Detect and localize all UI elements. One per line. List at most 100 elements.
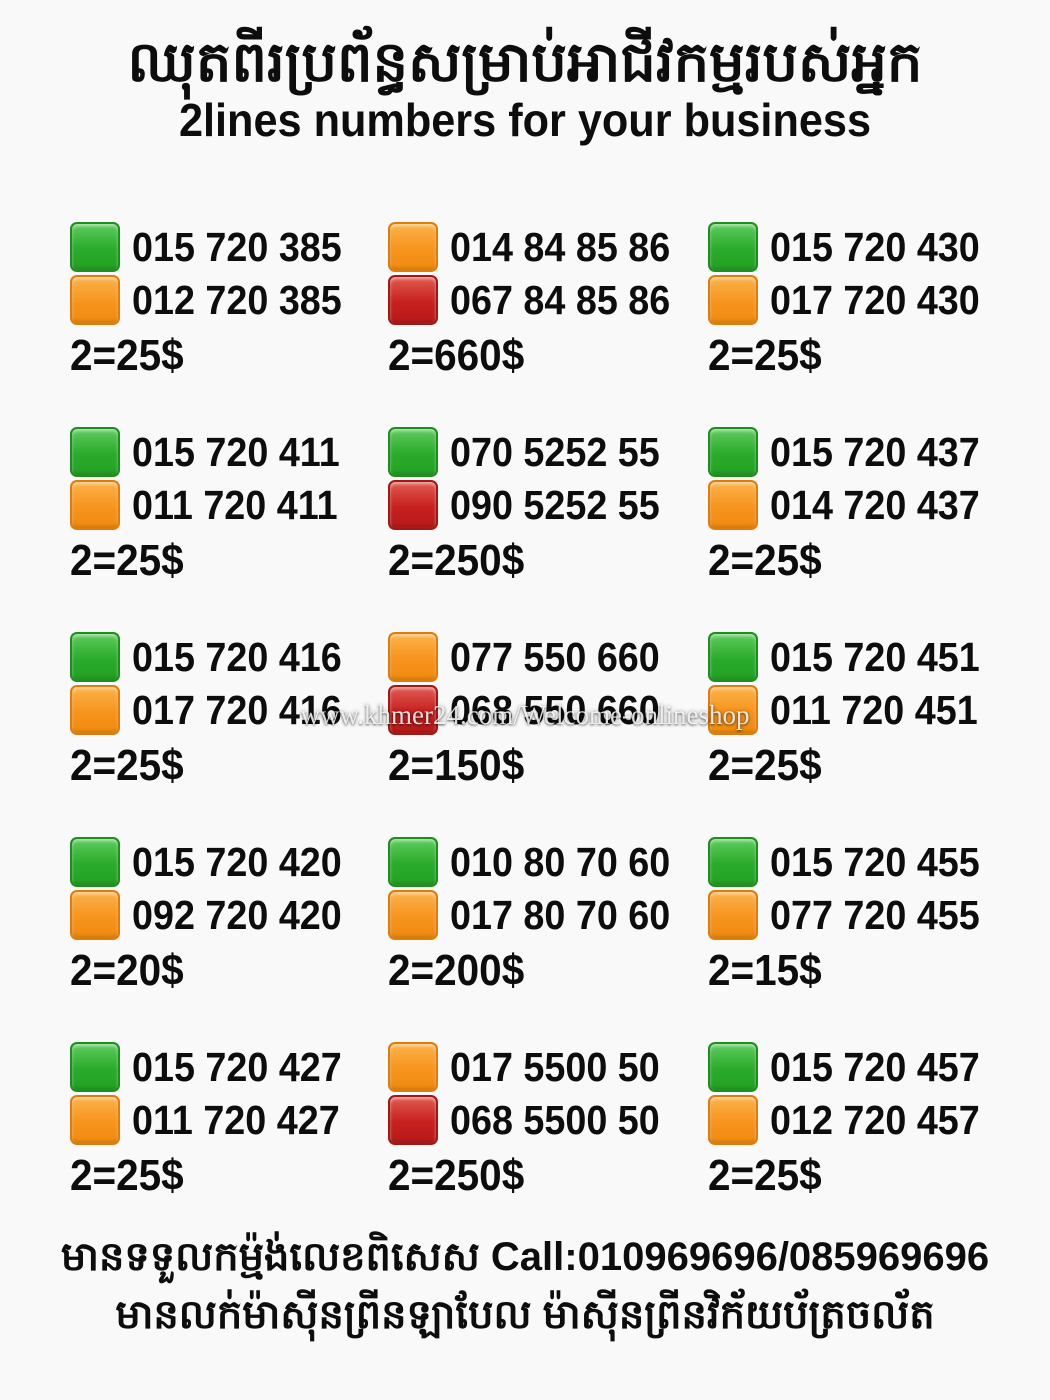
phone-number: 011 720 427 [132, 1096, 340, 1143]
phone-number: 012 720 385 [132, 276, 342, 323]
number-cell: 015 720 416 017 720 416 2=25$ [70, 632, 388, 790]
orange-square-icon [70, 890, 120, 940]
phone-number: 017 720 430 [770, 276, 980, 323]
orange-square-icon [388, 222, 438, 272]
number-line: 011 720 411 [70, 480, 388, 530]
number-line: 015 720 437 [708, 427, 1020, 477]
number-cell: 015 720 455 077 720 455 2=15$ [708, 837, 1020, 995]
orange-square-icon [70, 275, 120, 325]
price-label: 2=200$ [388, 946, 525, 995]
number-cell: 070 5252 55 090 5252 55 2=250$ [388, 427, 708, 585]
green-square-icon [388, 427, 438, 477]
price-label: 2=250$ [388, 1151, 525, 1200]
phone-number: 015 720 457 [770, 1043, 980, 1090]
phone-number: 068 550 660 [450, 686, 660, 733]
green-square-icon [708, 1042, 758, 1092]
price-label: 2=25$ [708, 536, 822, 585]
price-label: 2=25$ [70, 1151, 184, 1200]
green-square-icon [708, 837, 758, 887]
price-label: 2=250$ [388, 536, 525, 585]
number-cell: 010 80 70 60 017 80 70 60 2=200$ [388, 837, 708, 995]
number-line: 077 720 455 [708, 890, 1020, 940]
number-line: 010 80 70 60 [388, 837, 708, 887]
phone-number: 011 720 451 [770, 686, 978, 733]
number-line: 014 84 85 86 [388, 222, 708, 272]
page-title-khmer: ឈុតពីរប្រព័ន្ធសម្រាប់អាជីវកម្មរបស់អ្នក [127, 30, 923, 93]
price-label: 2=25$ [70, 536, 184, 585]
green-square-icon [708, 427, 758, 477]
phone-number: 011 720 411 [132, 481, 338, 528]
orange-square-icon [70, 480, 120, 530]
phone-number: 017 80 70 60 [450, 891, 671, 938]
price-label: 2=15$ [708, 946, 822, 995]
red-square-icon [388, 275, 438, 325]
footer-contact-line: មានទទួលកម្ម៉ង់លេខពិសេស Call:010969696/08… [60, 1235, 990, 1279]
phone-number: 015 720 385 [132, 223, 342, 270]
red-square-icon [388, 685, 438, 735]
green-square-icon [70, 427, 120, 477]
phone-number: 015 720 430 [770, 223, 980, 270]
orange-square-icon [388, 890, 438, 940]
number-line: 011 720 427 [70, 1095, 388, 1145]
number-cell: 014 84 85 86 067 84 85 86 2=660$ [388, 222, 708, 380]
price-label: 2=25$ [70, 331, 184, 380]
number-line: 015 720 455 [708, 837, 1020, 887]
header: ឈុតពីរប្រព័ន្ធសម្រាប់អាជីវកម្មរបស់អ្នក 2… [0, 0, 1050, 146]
phone-number: 017 720 416 [132, 686, 342, 733]
orange-square-icon [708, 480, 758, 530]
number-line: 012 720 457 [708, 1095, 1020, 1145]
phone-number: 067 84 85 86 [450, 276, 671, 323]
footer-printer-line: មានលក់ម៉ាស៊ីនព្រីនឡាបែល ម៉ាស៊ីនព្រីនវិក័… [115, 1293, 935, 1337]
number-line: 017 80 70 60 [388, 890, 708, 940]
green-square-icon [388, 837, 438, 887]
red-square-icon [388, 1095, 438, 1145]
phone-number: 014 84 85 86 [450, 223, 671, 270]
green-square-icon [708, 632, 758, 682]
number-cell: 015 720 427 011 720 427 2=25$ [70, 1042, 388, 1200]
number-line: 015 720 427 [70, 1042, 388, 1092]
phone-number: 015 720 437 [770, 428, 980, 475]
orange-square-icon [388, 1042, 438, 1092]
price-label: 2=25$ [708, 331, 822, 380]
number-line: 014 720 437 [708, 480, 1020, 530]
number-line: 015 720 411 [70, 427, 388, 477]
watermark-text: www.khmer24.com/Welcome-onlineshop [300, 700, 750, 730]
green-square-icon [70, 837, 120, 887]
number-line: 015 720 457 [708, 1042, 1020, 1092]
number-line: 070 5252 55 [388, 427, 708, 477]
phone-number: 015 720 451 [770, 633, 980, 680]
orange-square-icon [70, 685, 120, 735]
price-label: 2=25$ [70, 741, 184, 790]
number-line: 092 720 420 [70, 890, 388, 940]
phone-number: 012 720 457 [770, 1096, 980, 1143]
number-line: 012 720 385 [70, 275, 388, 325]
number-line: 068 5500 50 [388, 1095, 708, 1145]
number-cell: 015 720 385 012 720 385 2=25$ [70, 222, 388, 380]
orange-square-icon [388, 632, 438, 682]
number-line: 015 720 420 [70, 837, 388, 887]
number-cell: 077 550 660 068 550 660 2=150$ [388, 632, 708, 790]
page-title-english: 2lines numbers for your business [178, 94, 872, 147]
orange-square-icon [708, 1095, 758, 1145]
phone-number: 015 720 427 [132, 1043, 342, 1090]
price-label: 2=660$ [388, 331, 525, 380]
green-square-icon [70, 1042, 120, 1092]
phone-number: 070 5252 55 [450, 428, 660, 475]
number-cell: 015 720 451 011 720 451 2=25$ [708, 632, 1020, 790]
number-line: 015 720 451 [708, 632, 1020, 682]
phone-number: 014 720 437 [770, 481, 980, 528]
price-label: 2=150$ [388, 741, 525, 790]
green-square-icon [708, 222, 758, 272]
number-line: 017 5500 50 [388, 1042, 708, 1092]
number-line: 015 720 416 [70, 632, 388, 682]
number-cell: 015 720 437 014 720 437 2=25$ [708, 427, 1020, 585]
number-cell: 015 720 411 011 720 411 2=25$ [70, 427, 388, 585]
number-line: 011 720 451 [708, 685, 1020, 735]
number-cell: 015 720 420 092 720 420 2=20$ [70, 837, 388, 995]
price-label: 2=25$ [708, 1151, 822, 1200]
orange-square-icon [708, 685, 758, 735]
phone-number: 090 5252 55 [450, 481, 660, 528]
price-label: 2=20$ [70, 946, 184, 995]
price-label: 2=25$ [708, 741, 822, 790]
